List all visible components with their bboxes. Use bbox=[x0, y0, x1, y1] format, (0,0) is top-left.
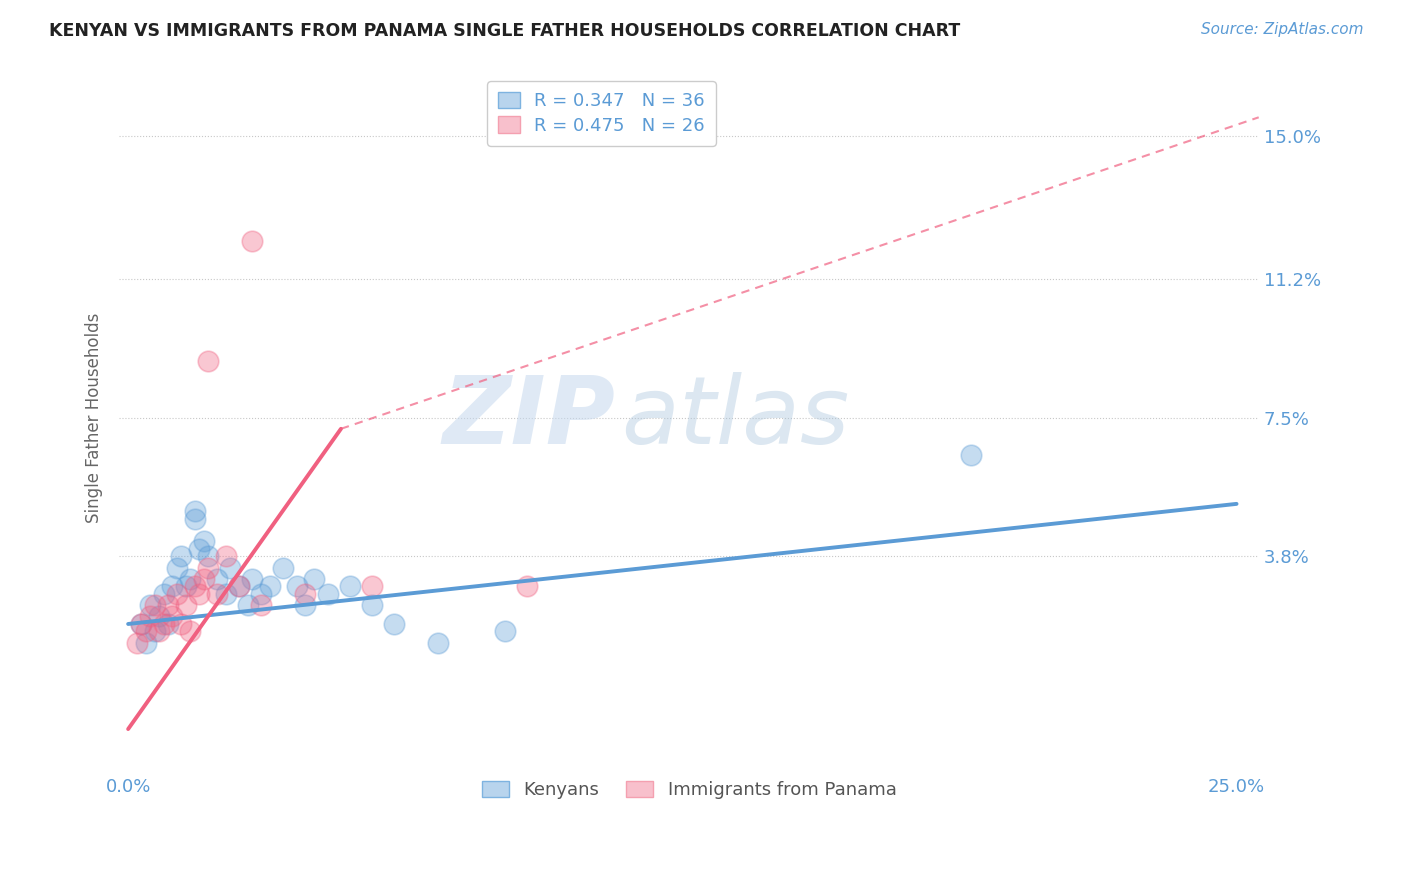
Text: ZIP: ZIP bbox=[441, 372, 614, 464]
Legend: Kenyans, Immigrants from Panama: Kenyans, Immigrants from Panama bbox=[474, 773, 904, 806]
Point bbox=[139, 609, 162, 624]
Point bbox=[427, 636, 450, 650]
Point bbox=[152, 617, 174, 632]
Point bbox=[170, 617, 193, 632]
Point bbox=[228, 579, 250, 593]
Point bbox=[139, 598, 162, 612]
Point bbox=[215, 549, 238, 564]
Point bbox=[162, 609, 184, 624]
Point bbox=[215, 587, 238, 601]
Point bbox=[382, 617, 405, 632]
Point bbox=[148, 609, 170, 624]
Point bbox=[183, 512, 205, 526]
Text: atlas: atlas bbox=[620, 372, 849, 463]
Point bbox=[240, 572, 263, 586]
Point bbox=[131, 617, 153, 632]
Point bbox=[193, 572, 215, 586]
Point bbox=[174, 598, 197, 612]
Text: KENYAN VS IMMIGRANTS FROM PANAMA SINGLE FATHER HOUSEHOLDS CORRELATION CHART: KENYAN VS IMMIGRANTS FROM PANAMA SINGLE … bbox=[49, 22, 960, 40]
Point bbox=[205, 572, 228, 586]
Point bbox=[162, 579, 184, 593]
Point bbox=[179, 624, 201, 639]
Point bbox=[240, 234, 263, 248]
Point bbox=[236, 598, 259, 612]
Point bbox=[152, 587, 174, 601]
Point bbox=[304, 572, 326, 586]
Point bbox=[193, 534, 215, 549]
Point bbox=[125, 636, 148, 650]
Point bbox=[273, 560, 295, 574]
Point bbox=[143, 598, 166, 612]
Point bbox=[135, 624, 157, 639]
Point bbox=[219, 560, 242, 574]
Point bbox=[250, 587, 273, 601]
Point bbox=[174, 579, 197, 593]
Point bbox=[361, 579, 384, 593]
Point bbox=[228, 579, 250, 593]
Point bbox=[361, 598, 384, 612]
Point bbox=[179, 572, 201, 586]
Point bbox=[183, 579, 205, 593]
Text: Source: ZipAtlas.com: Source: ZipAtlas.com bbox=[1201, 22, 1364, 37]
Point bbox=[494, 624, 516, 639]
Point bbox=[157, 598, 180, 612]
Point bbox=[339, 579, 361, 593]
Point bbox=[197, 549, 219, 564]
Point bbox=[135, 636, 157, 650]
Point bbox=[131, 617, 153, 632]
Point bbox=[188, 541, 211, 556]
Point bbox=[959, 448, 981, 462]
Point bbox=[166, 560, 188, 574]
Point bbox=[205, 587, 228, 601]
Point bbox=[294, 598, 316, 612]
Point bbox=[166, 587, 188, 601]
Point bbox=[157, 617, 180, 632]
Point bbox=[250, 598, 273, 612]
Point bbox=[316, 587, 339, 601]
Point bbox=[143, 624, 166, 639]
Point bbox=[294, 587, 316, 601]
Point bbox=[285, 579, 308, 593]
Point bbox=[188, 587, 211, 601]
Y-axis label: Single Father Households: Single Father Households bbox=[86, 312, 103, 523]
Point bbox=[259, 579, 281, 593]
Point bbox=[516, 579, 538, 593]
Point bbox=[148, 624, 170, 639]
Point bbox=[197, 354, 219, 368]
Point bbox=[170, 549, 193, 564]
Point bbox=[183, 504, 205, 518]
Point bbox=[197, 560, 219, 574]
